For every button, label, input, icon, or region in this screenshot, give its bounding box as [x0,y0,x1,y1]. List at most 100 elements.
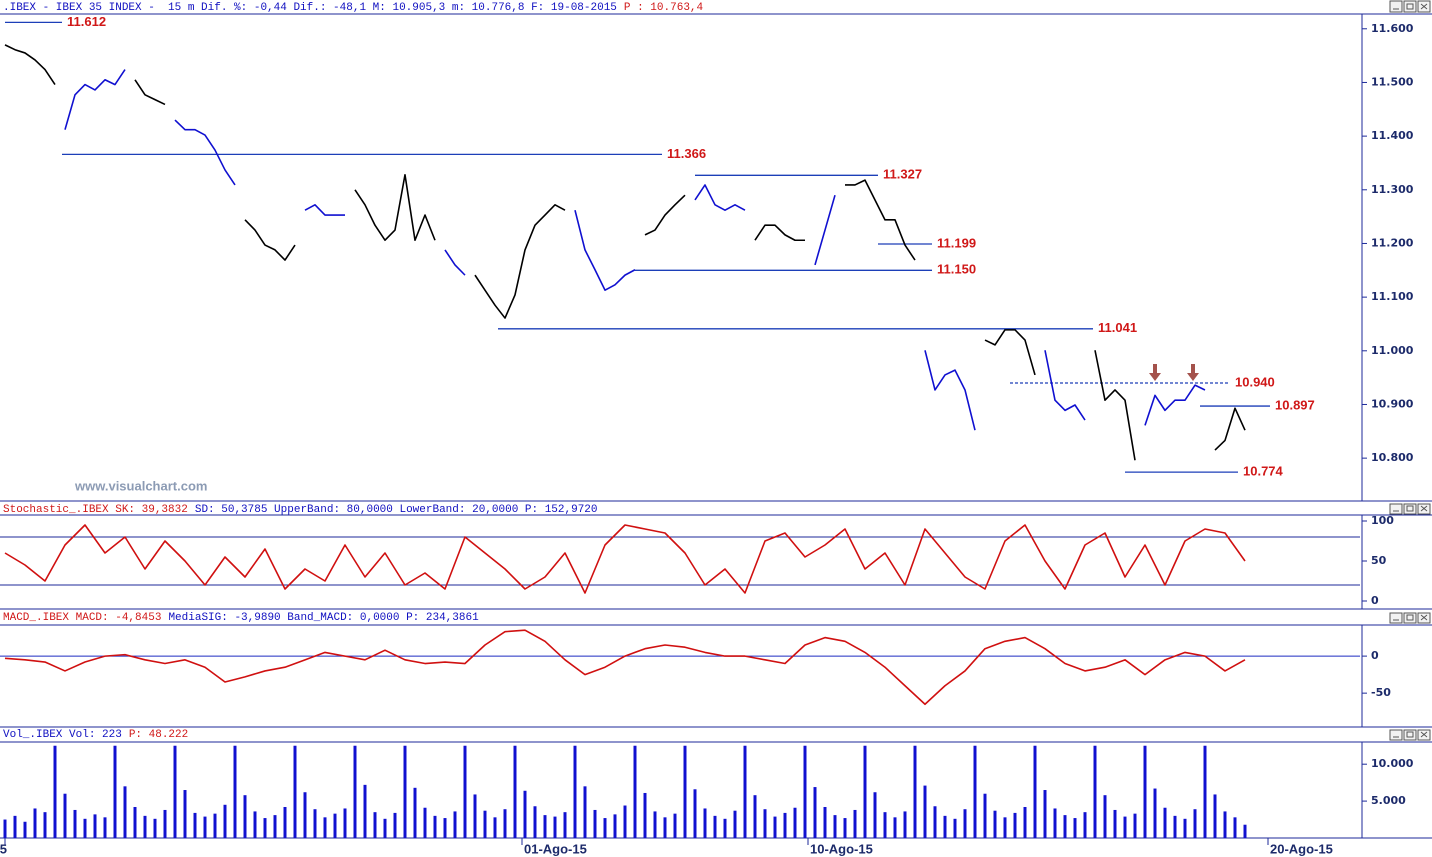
volume-bar [533,806,537,838]
volume-bar [393,812,397,838]
y-tick-label: 0 [1371,649,1379,662]
volume-bar [1183,818,1187,838]
x-tick-label: 15 [0,841,7,856]
button-group[interactable] [1389,503,1431,515]
volume-bar [413,787,417,838]
volume-bar [1243,824,1247,838]
volume-bar [423,807,427,838]
volume-bar [403,745,407,838]
price-line [574,209,636,291]
price-line [134,79,166,106]
level-label: 11.612 [67,14,106,29]
volume-bar [1223,811,1227,838]
header-title: Vol_.IBEX Vol: 223 [3,729,122,741]
y-tick-label: 11.000 [1371,344,1414,357]
y-tick-label: 10.800 [1371,451,1414,464]
minimize-button[interactable] [1389,503,1403,515]
volume-bar [593,809,597,838]
volume-bar [163,809,167,838]
volume-bar [1023,807,1027,838]
volume-bar [293,745,297,838]
volume-bar [383,818,387,838]
volume-bar [773,816,777,838]
price-line [4,629,1246,706]
volume-bar [853,809,857,838]
volume-bar [23,821,27,838]
price-line [1044,350,1086,421]
volume-bar [1043,790,1047,838]
volume-bar [613,814,617,838]
volume-bar [443,818,447,838]
volume-bar [653,811,657,838]
volume-bar [133,807,137,838]
volume-bar [333,813,337,838]
button-group[interactable] [1389,0,1431,13]
y-tick-label: 11.400 [1371,129,1414,142]
price-line [444,249,466,276]
price-line [4,524,1246,594]
level-label: 11.327 [883,167,922,182]
maximize-icon [1406,505,1414,512]
y-tick-label: 11.300 [1371,183,1414,196]
volume-bar [253,811,257,838]
volume-bar [933,806,937,838]
volume-bar [973,745,977,838]
price-line [4,44,56,86]
volume-bar [713,815,717,838]
volume-bar [1213,794,1217,838]
minimize-button[interactable] [1389,0,1403,13]
y-tick-label: 10.900 [1371,397,1414,410]
volume-bar [883,812,887,838]
volume-bar [1003,817,1007,838]
y-tick-label: 11.200 [1371,236,1414,249]
minimize-button[interactable] [1389,729,1403,741]
button-group[interactable] [1389,729,1431,741]
volume-bar [473,794,477,838]
frames [0,13,1432,839]
volume-bar [1103,795,1107,838]
volume-bar [663,817,667,838]
level-label: 11.366 [667,146,706,161]
volume-bar [363,784,367,838]
volume-bar [1013,812,1017,838]
volume-bar [173,745,177,838]
volume-bar [813,787,817,838]
volume-bar [1203,745,1207,838]
y-tick-label: 0 [1371,594,1379,607]
y-tick-label: 10.000 [1371,757,1414,770]
y-tick-label: 100 [1371,514,1394,527]
volume-bar [753,795,757,838]
volume-bar [1033,745,1037,838]
header-value: MediaSIG: -3,9890 Band_MACD: 0,0000 P: 2… [168,612,479,624]
x-tick-label: 20-Ago-15 [1270,841,1333,856]
price-line [814,194,836,266]
volume-bar [523,790,527,838]
header-value: P : 10.763,4 [624,2,704,14]
volume-bar [1163,807,1167,838]
volume-bar [823,807,827,838]
volume-bar [193,812,197,838]
volume-bar [213,813,217,838]
volume-bar [803,745,807,838]
panel-header: .IBEX - IBEX 35 INDEX - 15 m Dif. %: -0,… [3,2,704,14]
volume-bar [1173,815,1177,838]
button-group[interactable] [1389,612,1431,624]
x-tick-label: 01-Ago-15 [524,841,587,856]
price-line [474,204,566,319]
level-label: 11.150 [937,262,976,277]
header-value: SD: 50,3785 UpperBand: 80,0000 LowerBand… [195,504,598,516]
volume-bar [993,810,997,838]
volume-bar [833,815,837,838]
minimize-button[interactable] [1389,612,1403,624]
volume-bar [863,745,867,838]
arrow-marker [1187,364,1199,381]
price-line [304,204,345,216]
volume-bar [453,811,457,838]
close-icon [1420,505,1428,512]
volume-bar [243,795,247,838]
volume-bar [283,807,287,838]
price-line [694,184,746,211]
price-line [845,179,916,261]
